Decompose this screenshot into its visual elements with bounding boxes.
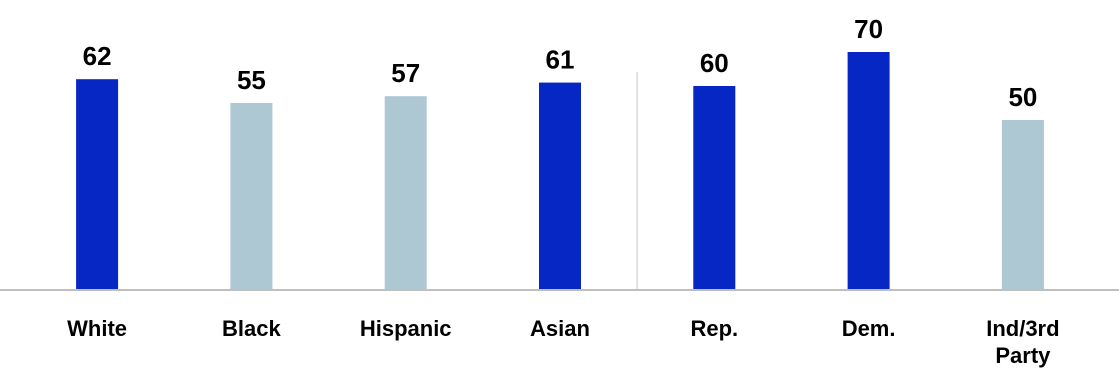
value-label: 50 <box>1008 82 1037 112</box>
category-label: Rep. <box>690 316 738 341</box>
value-label: 70 <box>854 14 883 44</box>
bars-group <box>76 52 1044 290</box>
bar-rep <box>693 86 736 290</box>
category-label-line: Ind/3rd <box>986 316 1059 341</box>
value-label: 60 <box>700 48 729 78</box>
category-label-line: Black <box>222 316 281 341</box>
bar-ind-3rd-party <box>1001 120 1044 290</box>
category-label: Hispanic <box>360 316 452 341</box>
category-labels-group: White Black Hispanic Asian Rep. Dem. Ind/3rd Pa… <box>67 316 1059 368</box>
value-label: 61 <box>546 45 575 75</box>
category-label-line: Dem. <box>842 316 896 341</box>
bar-asian <box>539 82 581 290</box>
value-label: 55 <box>237 65 266 95</box>
bar-white <box>76 79 119 290</box>
value-labels-group: 62 55 57 61 60 70 50 <box>83 14 1038 112</box>
value-label: 62 <box>83 41 112 71</box>
category-label: Black <box>222 316 281 341</box>
bar-black <box>230 103 273 290</box>
category-label-line: Party <box>995 343 1051 368</box>
category-label-line: Rep. <box>690 316 738 341</box>
category-label: Dem. <box>842 316 896 341</box>
category-label: Asian <box>530 316 590 341</box>
value-label: 57 <box>391 58 420 88</box>
bar-dem <box>847 52 890 290</box>
category-label: White <box>67 316 127 341</box>
category-label-line: Hispanic <box>360 316 452 341</box>
bar-hispanic <box>384 96 427 290</box>
category-label-line: Asian <box>530 316 590 341</box>
category-label-line: White <box>67 316 127 341</box>
category-label: Ind/3rd Party <box>986 316 1059 368</box>
